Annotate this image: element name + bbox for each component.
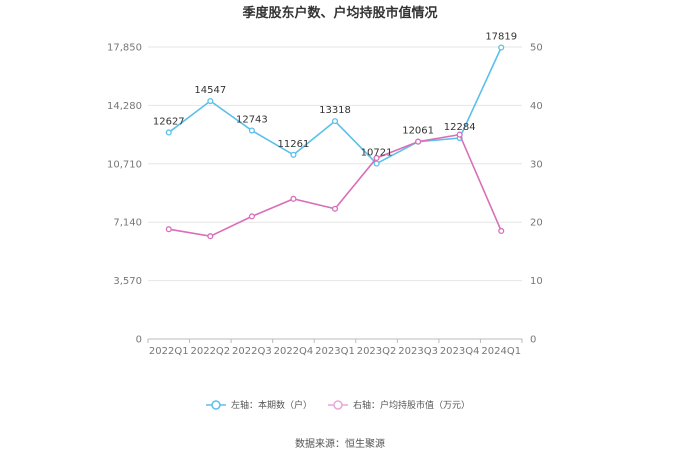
x-axis: 2022Q1 2022Q2 2022Q3 2022Q4 2023Q1 2023Q2 2023… [147,338,523,357]
data-label: 12061 [402,126,434,137]
x-tick-label: 2022Q2 [190,346,230,357]
data-point-right [331,205,339,212]
data-point-left [207,97,214,105]
right-tick-label: 10 [530,276,543,287]
legend-item-right-series[interactable]: 右轴：户均持股市值（万元） [328,399,470,411]
right-tick-label: 50 [530,43,543,54]
legend-label-left-series: 左轴：本期数（户） [231,399,312,411]
legend-marker-left-series [211,400,221,410]
data-label: 17819 [485,32,517,43]
data-point-right [207,233,214,240]
data-label: 12743 [236,115,268,126]
data-point-left [165,129,172,136]
left-tick-label: 3,570 [113,276,142,287]
data-point-right [415,138,422,145]
left-tick-label: 7,140 [113,218,142,229]
data-point-left [248,127,255,134]
data-point-left [498,44,505,51]
legend-item-left-series[interactable]: 左轴：本期数（户） [206,399,312,411]
legend-marker-right-series [333,400,343,410]
data-point-left [331,118,339,125]
grid [148,46,522,282]
legend[interactable]: 左轴：本期数（户） 右轴：户均持股市值（万元） [206,399,470,411]
series-line-right [168,133,502,238]
data-label: 10721 [361,148,393,159]
data-label: 12284 [444,122,476,133]
chart-title: 季度股东户数、户均持股市值情况 [241,5,437,21]
x-tick-label: 2023Q1 [315,346,355,357]
left-tick-label: 10,710 [107,159,142,170]
data-point-right [290,195,297,202]
x-tick-label: 2022Q4 [274,346,314,357]
right-axis: 0 10 20 30 40 50 [530,43,543,346]
x-tick-label: 2024Q1 [481,346,521,357]
x-tick-label: 2023Q4 [440,346,480,357]
data-point-left [290,151,297,158]
left-tick-label: 0 [136,335,142,346]
data-labels: 12627 14547 12743 11261 13318 10721 12061 12284… [153,32,517,159]
x-tick-label: 2023Q2 [357,346,397,357]
series-layer [165,44,505,240]
data-point-right [165,226,172,233]
right-tick-label: 20 [530,218,543,229]
left-axis: 0 3,570 7,140 10,710 14,280 17,850 [107,43,142,346]
data-point-right [456,131,463,138]
right-tick-label: 0 [530,335,536,346]
left-tick-label: 17,850 [107,43,142,54]
right-tick-label: 40 [530,101,543,112]
x-tick-label: 2022Q3 [232,346,272,357]
x-tick-label: 2022Q1 [149,346,189,357]
data-label: 11261 [278,139,310,150]
data-point-right [498,227,505,235]
source-note: 数据来源：恒生聚源 [295,437,385,450]
data-point-right [373,154,380,162]
data-point-right [248,213,255,220]
data-label: 13318 [319,105,351,116]
data-point-left [373,160,380,167]
left-tick-label: 14,280 [107,101,142,112]
data-label: 12627 [153,116,185,127]
data-label: 14547 [194,85,226,96]
legend-label-right-series: 右轴：户均持股市值（万元） [353,399,470,411]
right-tick-label: 30 [530,159,543,170]
x-tick-label: 2023Q3 [398,346,438,357]
